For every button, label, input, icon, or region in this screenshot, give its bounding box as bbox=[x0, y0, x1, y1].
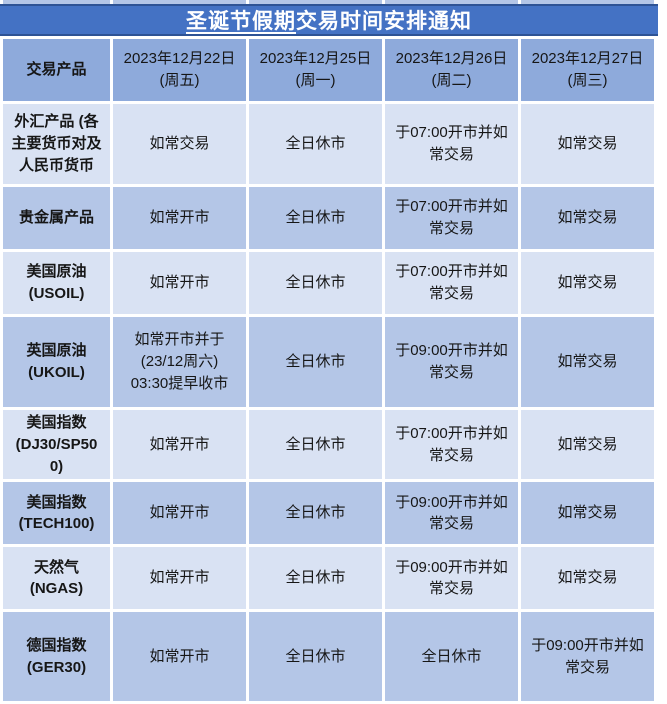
schedule-cell: 全日休市 bbox=[249, 317, 382, 407]
schedule-cell: 如常开市 bbox=[113, 547, 246, 610]
header-weekday: (周二) bbox=[431, 72, 472, 89]
schedule-cell: 如常交易 bbox=[521, 104, 654, 184]
strip-segment bbox=[3, 0, 110, 4]
table-row: 美国指数 (TECH100) 如常开市 全日休市 于09:00开市并如 常交易 如常交易 bbox=[3, 482, 654, 545]
strip-segment bbox=[521, 0, 654, 4]
schedule-cell: 如常交易 bbox=[521, 317, 654, 407]
table-row: 天然气 (NGAS) 如常开市 全日休市 于09:00开市并如 常交易 如常交易 bbox=[3, 547, 654, 610]
product-name: 外汇产品 (各 主要货币对及 人民币货币 bbox=[3, 104, 110, 184]
schedule-cell: 如常开市 bbox=[113, 410, 246, 480]
schedule-cell: 于09:00开市并如 常交易 bbox=[521, 612, 654, 702]
schedule-cell: 如常开市 bbox=[113, 482, 246, 545]
strip-segment bbox=[249, 0, 382, 4]
schedule-cell: 全日休市 bbox=[249, 252, 382, 314]
column-header: 2023年12月22日 (周五) bbox=[113, 39, 246, 101]
schedule-cell: 于09:00开市并如 常交易 bbox=[385, 482, 518, 545]
table-row: 外汇产品 (各 主要货币对及 人民币货币 如常交易 全日休市 于07:00开市并如 常… bbox=[3, 104, 654, 184]
schedule-cell: 如常交易 bbox=[521, 547, 654, 610]
schedule-cell: 如常交易 bbox=[113, 104, 246, 184]
schedule-cell: 于09:00开市并如 常交易 bbox=[385, 547, 518, 610]
header-weekday: (周五) bbox=[159, 72, 200, 89]
product-name: 英国原油 (UKOIL) bbox=[3, 317, 110, 407]
table-row: 美国指数 (DJ30/SP50 0) 如常开市 全日休市 于07:00开市并如 常交易… bbox=[3, 410, 654, 480]
schedule-cell: 全日休市 bbox=[249, 410, 382, 480]
table-row: 贵金属产品 如常开市 全日休市 于07:00开市并如 常交易 如常交易 bbox=[3, 187, 654, 249]
product-name: 美国指数 (TECH100) bbox=[3, 482, 110, 545]
strip-segment bbox=[113, 0, 246, 4]
notice-title-underlined: 圣诞节假期 bbox=[186, 10, 296, 33]
header-row: 交易产品 2023年12月22日 (周五) 2023年12月25日 (周一) 2023年… bbox=[3, 39, 654, 101]
schedule-cell: 于09:00开市并如 常交易 bbox=[385, 317, 518, 407]
schedule-cell: 全日休市 bbox=[249, 482, 382, 545]
schedule-cell: 如常交易 bbox=[521, 482, 654, 545]
schedule-cell: 如常开市 bbox=[113, 252, 246, 314]
schedule-cell: 于07:00开市并如 常交易 bbox=[385, 252, 518, 314]
schedule-cell: 于07:00开市并如 常交易 bbox=[385, 104, 518, 184]
schedule-table: 交易产品 2023年12月22日 (周五) 2023年12月25日 (周一) 2023年… bbox=[0, 36, 657, 704]
table-row: 英国原油 (UKOIL) 如常开市并于 (23/12周六) 03:30提早收市 全日… bbox=[3, 317, 654, 407]
column-header: 2023年12月26日 (周二) bbox=[385, 39, 518, 101]
strip-segment bbox=[385, 0, 518, 4]
product-name: 美国指数 (DJ30/SP50 0) bbox=[3, 410, 110, 480]
top-strip bbox=[0, 0, 667, 4]
schedule-cell: 如常开市 bbox=[113, 612, 246, 702]
table-body: 外汇产品 (各 主要货币对及 人民币货币 如常交易 全日休市 于07:00开市并如 常… bbox=[3, 104, 654, 702]
column-header: 2023年12月25日 (周一) bbox=[249, 39, 382, 101]
product-name: 德国指数 (GER30) bbox=[3, 612, 110, 702]
schedule-cell: 如常交易 bbox=[521, 252, 654, 314]
corner-header: 交易产品 bbox=[3, 39, 110, 101]
schedule-cell: 全日休市 bbox=[249, 547, 382, 610]
schedule-cell: 于07:00开市并如 常交易 bbox=[385, 410, 518, 480]
product-name: 天然气 (NGAS) bbox=[3, 547, 110, 610]
schedule-cell: 于07:00开市并如 常交易 bbox=[385, 187, 518, 249]
schedule-cell: 全日休市 bbox=[249, 187, 382, 249]
table-row: 德国指数 (GER30) 如常开市 全日休市 全日休市 于09:00开市并如 常交易 bbox=[3, 612, 654, 702]
product-name: 贵金属产品 bbox=[3, 187, 110, 249]
table-row: 美国原油 (USOIL) 如常开市 全日休市 于07:00开市并如 常交易 如常交易 bbox=[3, 252, 654, 314]
schedule-cell: 如常交易 bbox=[521, 410, 654, 480]
header-date: 2023年12月26日 bbox=[395, 50, 508, 68]
schedule-cell: 如常开市并于 (23/12周六) 03:30提早收市 bbox=[113, 317, 246, 407]
header-weekday: (周一) bbox=[295, 72, 336, 89]
header-weekday: (周三) bbox=[567, 72, 608, 89]
schedule-cell: 全日休市 bbox=[249, 104, 382, 184]
header-date: 2023年12月27日 bbox=[531, 50, 644, 68]
schedule-cell: 全日休市 bbox=[385, 612, 518, 702]
schedule-cell: 全日休市 bbox=[249, 612, 382, 702]
product-name: 美国原油 (USOIL) bbox=[3, 252, 110, 314]
schedule-cell: 如常开市 bbox=[113, 187, 246, 249]
schedule-cell: 如常交易 bbox=[521, 187, 654, 249]
notice-title-rest: 交易时间安排通知 bbox=[296, 10, 472, 33]
column-header: 2023年12月27日 (周三) bbox=[521, 39, 654, 101]
header-date: 2023年12月25日 bbox=[259, 50, 372, 68]
notice-title-bar: 圣诞节假期 交易时间安排通知 bbox=[0, 4, 658, 36]
header-date: 2023年12月22日 bbox=[123, 50, 236, 68]
